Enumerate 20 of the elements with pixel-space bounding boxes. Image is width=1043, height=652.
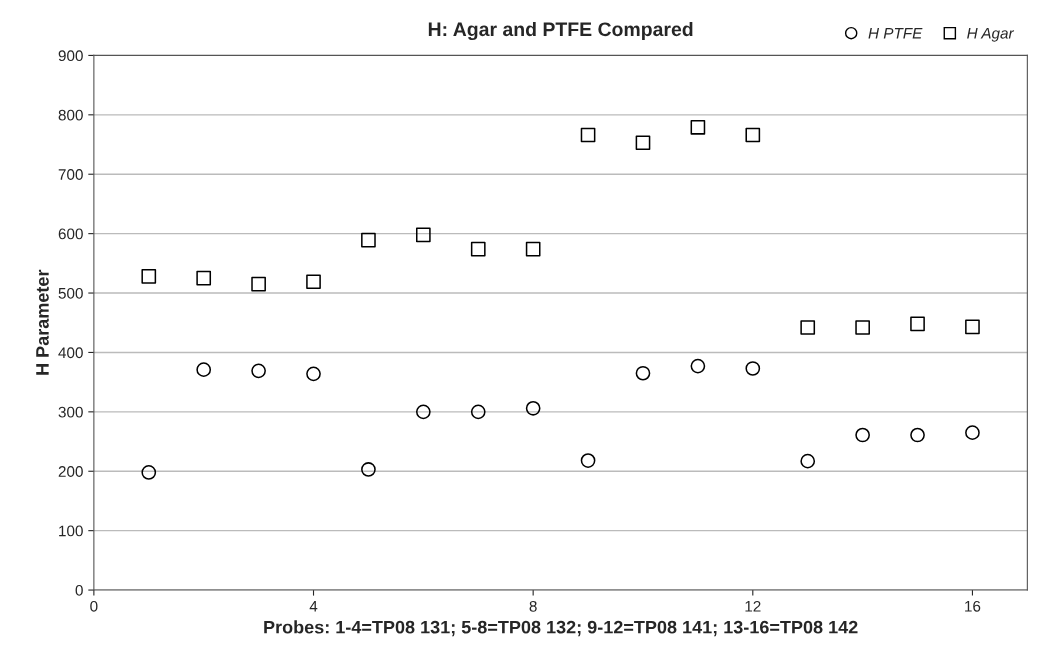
legend-label: H Agar — [967, 27, 1015, 42]
chart-title: H: Agar and PTFE Compared — [428, 21, 693, 41]
x-tick-label: 16 — [965, 600, 981, 612]
x-tick-label: 4 — [309, 601, 318, 612]
y-axis-title: H Parameter — [36, 269, 49, 375]
x-tick-label: 12 — [745, 600, 761, 612]
x-tick-label: 0 — [90, 600, 98, 612]
y-tick-label: 800 — [58, 109, 83, 121]
y-tick-label: 700 — [58, 169, 83, 180]
x-axis-title: Probes: 1-4=TP08 131; 5-8=TP08 132; 9-12=TP08 141; 13-16=TP08 142 — [264, 620, 858, 637]
y-tick-label: 0 — [75, 584, 83, 596]
y-tick-label: 500 — [58, 287, 83, 299]
y-tick-label: 300 — [58, 406, 83, 418]
legend-label: H PTFE — [868, 27, 923, 39]
y-tick-label: 100 — [59, 525, 83, 537]
y-tick-label: 200 — [58, 466, 83, 477]
y-tick-label: 400 — [58, 347, 83, 359]
x-tick-label: 8 — [529, 600, 537, 612]
y-tick-label: 900 — [58, 50, 83, 62]
y-tick-label: 600 — [58, 228, 83, 240]
